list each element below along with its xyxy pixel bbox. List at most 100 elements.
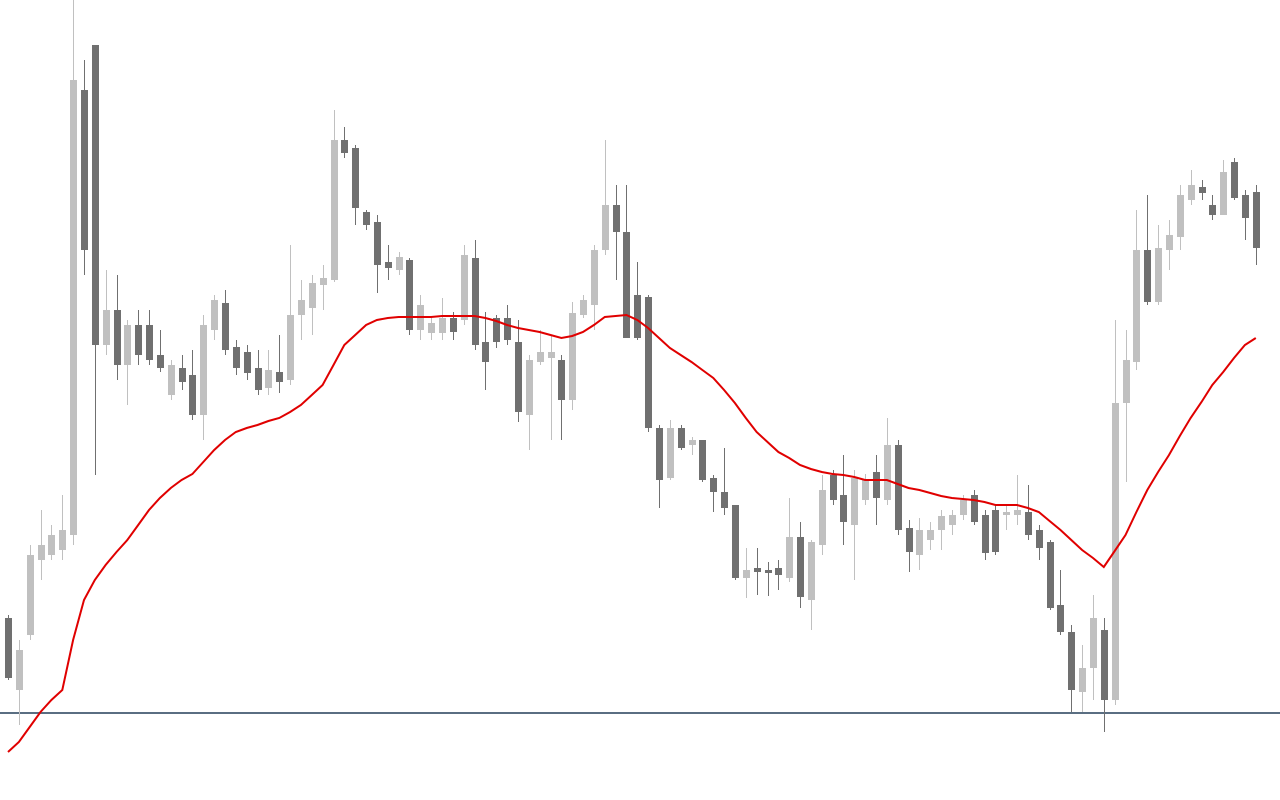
candle-body	[504, 318, 511, 340]
candle-body	[840, 495, 847, 522]
candle-body	[830, 475, 837, 500]
candle-body	[157, 355, 164, 368]
candle-body	[884, 445, 891, 500]
candle-body	[341, 140, 348, 153]
candle-body	[179, 368, 186, 382]
candle-body	[689, 440, 696, 445]
candle-body	[1014, 510, 1021, 515]
candle-body	[1090, 618, 1097, 668]
candle-body	[775, 568, 782, 575]
candle-body	[1057, 605, 1064, 632]
candle-body	[862, 480, 869, 500]
candle-body	[754, 568, 761, 572]
candle-body	[710, 478, 717, 492]
candle-body	[786, 537, 793, 578]
candle-body	[895, 445, 902, 530]
candle-body	[1144, 250, 1151, 302]
candle-body	[1209, 205, 1216, 215]
candle-body	[255, 368, 262, 390]
candle-body	[623, 232, 630, 338]
candle-body	[396, 257, 403, 270]
candle-body	[819, 490, 826, 545]
candle-body	[678, 428, 685, 448]
candle-body	[1101, 630, 1108, 700]
candle-body	[515, 342, 522, 412]
candle-body	[916, 530, 923, 555]
candle-body	[5, 618, 12, 678]
candle-body	[168, 365, 175, 395]
candle-body	[906, 528, 913, 552]
candle-body	[1133, 250, 1140, 362]
candle-body	[1220, 172, 1227, 215]
candle-body	[331, 140, 338, 280]
candle-body	[16, 650, 23, 690]
candle-body	[374, 222, 381, 265]
candle-body	[960, 500, 967, 515]
candle-body	[873, 472, 880, 498]
candle-body	[70, 80, 77, 535]
candle-body	[298, 300, 305, 315]
candle-body	[808, 542, 815, 600]
candle-body	[1068, 632, 1075, 690]
candle-body	[1047, 542, 1054, 608]
candle-body	[1123, 360, 1130, 403]
candle-body	[580, 300, 587, 315]
candle-body	[27, 555, 34, 635]
candle-body	[482, 342, 489, 362]
candle-body	[851, 478, 858, 525]
candle-body	[363, 212, 370, 225]
candle-body	[1199, 187, 1206, 193]
candle-body	[428, 323, 435, 333]
candle-body	[135, 325, 142, 355]
candle-body	[352, 148, 359, 208]
candle-body	[548, 352, 555, 358]
candle-body	[265, 370, 272, 388]
candle-body	[276, 372, 283, 382]
candle-body	[656, 428, 663, 480]
candle-body	[1036, 530, 1043, 548]
candle-body	[797, 537, 804, 597]
candle-body	[537, 352, 544, 362]
candle-body	[461, 255, 468, 320]
candle-body	[114, 310, 121, 365]
moving-average-line	[7, 313, 1257, 753]
candle-body	[721, 492, 728, 508]
candle-body	[48, 535, 55, 555]
candle-body	[1166, 235, 1173, 250]
candle-body	[558, 360, 565, 400]
candle-body	[309, 283, 316, 308]
candle-body	[927, 530, 934, 540]
candle-body	[699, 440, 706, 480]
candle-body	[992, 510, 999, 552]
candle-body	[1231, 162, 1238, 198]
candle-body	[406, 260, 413, 330]
candle-body	[450, 318, 457, 332]
candle-body	[385, 262, 392, 268]
candle-body	[38, 545, 45, 560]
candle-body	[949, 515, 956, 525]
candle-body	[472, 258, 479, 345]
candle-body	[634, 295, 641, 338]
candle-body	[439, 318, 446, 333]
candle-body	[591, 250, 598, 305]
candle-body	[602, 205, 609, 250]
candle-body	[1003, 512, 1010, 515]
candle-body	[59, 530, 66, 550]
candle-body	[103, 310, 110, 345]
candle-body	[146, 325, 153, 360]
candle-body	[1188, 185, 1195, 200]
candle-body	[765, 570, 772, 573]
candle-body	[244, 352, 251, 373]
candle-body	[732, 505, 739, 578]
candle-body	[1242, 195, 1249, 218]
candle-body	[211, 300, 218, 330]
candle-body	[493, 318, 500, 342]
candle-body	[645, 297, 652, 428]
candle-body	[613, 205, 620, 232]
candle-body	[667, 428, 674, 478]
candle-body	[526, 360, 533, 415]
candle-body	[743, 570, 750, 578]
candle-body	[1155, 248, 1162, 302]
